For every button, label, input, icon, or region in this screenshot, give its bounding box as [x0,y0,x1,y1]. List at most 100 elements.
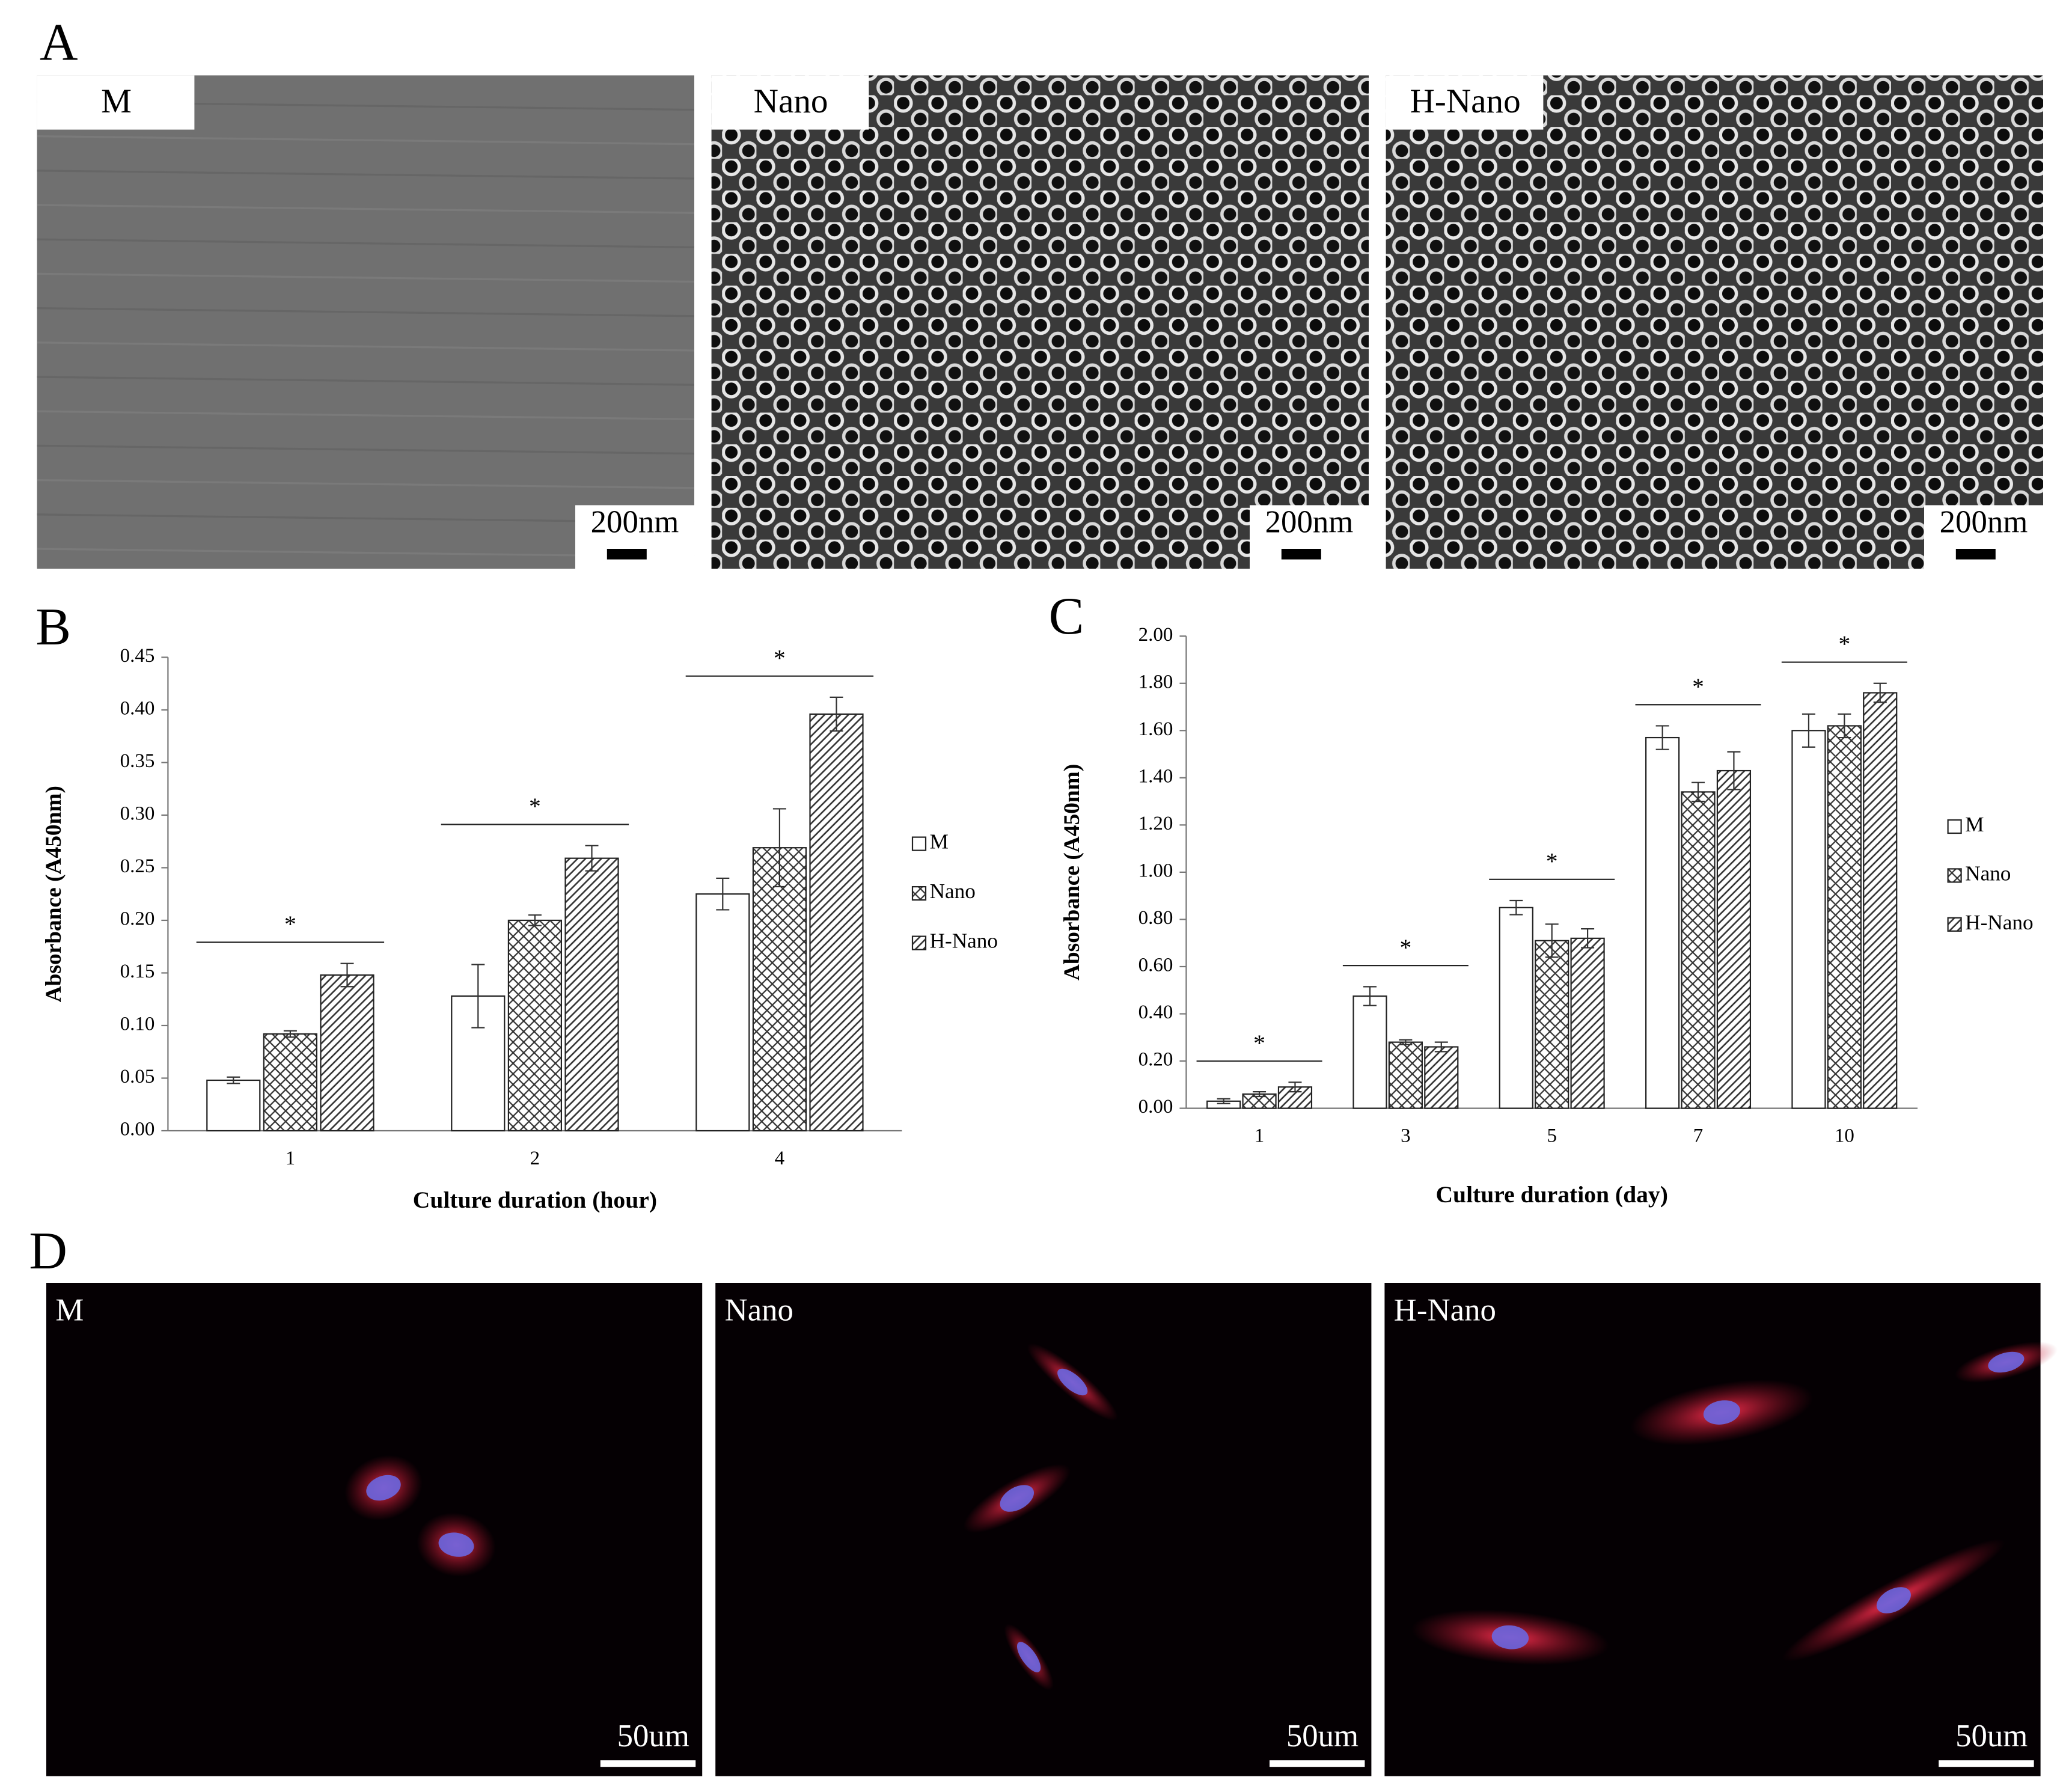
error-bar [1545,923,1559,958]
panel-letter: C [1049,587,1084,646]
panel-letter: A [40,13,78,72]
legend-swatch [1947,819,1962,834]
y-tick-label: 0.25 [120,855,155,877]
y-tick-label: 0.15 [120,961,155,982]
legend-label: H-Nano [930,929,998,953]
scale-bar [1281,549,1321,560]
error-bar [1217,1098,1230,1104]
y-tick-label: 0.60 [1138,955,1173,976]
y-tick-label: 0.20 [120,908,155,930]
image-label: Nano [725,1293,793,1328]
error-bar [716,877,730,911]
scale-label: 200nm [1940,505,2028,540]
error-bar [1288,1081,1302,1093]
fluorescence-image [1384,1283,2041,1776]
bar [263,1033,317,1132]
texture [37,444,695,455]
legend-swatch [911,886,927,901]
error-bar [528,914,542,926]
nucleus [366,1475,401,1501]
error-bar [1873,682,1887,703]
texture [37,170,695,180]
image-label: M [55,1293,84,1328]
label-box [1386,75,1544,130]
nucleus [1000,1485,1035,1512]
y-tick-label: 0.00 [1138,1096,1173,1118]
sem-image [1386,75,2043,569]
x-tick-label: 3 [1401,1125,1411,1147]
legend-label: H-Nano [1965,911,2033,934]
error-bar [1434,1041,1448,1053]
cell [1955,1341,2058,1383]
y-tick-label: 0.20 [1138,1049,1173,1071]
legend-label: M [930,830,949,854]
bar [1645,736,1680,1109]
cell [1630,1379,1814,1446]
bar [507,919,563,1132]
cell [1027,1343,1118,1421]
y-tick-label: 0.10 [120,1014,155,1035]
x-tick-label: 4 [775,1148,785,1169]
x-tick-label: 10 [1835,1125,1854,1147]
scale-label: 200nm [1265,505,1354,540]
texture [37,307,695,317]
legend-label: Nano [930,879,976,903]
error-bar [1727,751,1741,790]
y-tick-label: 1.60 [1138,718,1173,740]
panel-letter: D [29,1222,67,1280]
error-bar [1802,713,1815,748]
bar [1388,1041,1423,1109]
nucleus [1016,1642,1041,1672]
error-bar [1509,899,1523,916]
legend-swatch [911,836,927,851]
error-bar [471,964,485,1029]
cell [417,1512,496,1577]
cell [1411,1609,1609,1665]
scale-bar [600,1760,696,1767]
significance-mark: * [284,911,296,937]
scale-bar [1939,1760,2034,1767]
y-tick-label: 0.80 [1138,907,1173,929]
legend-label: Nano [1965,861,2011,885]
texture [37,238,695,249]
texture [37,272,695,283]
y-tick-label: 0.45 [120,645,155,667]
nucleus [1057,1368,1088,1396]
error-bar [340,962,354,988]
x-tick-label: 2 [530,1148,540,1169]
scale-bar [1955,549,1996,560]
label-box [711,75,869,130]
texture [37,376,695,386]
scale-label: 50um [1955,1719,2028,1754]
scale-bar [1270,1760,1365,1767]
panel-letter: B [35,598,71,656]
image-label: H-Nano [1410,82,1520,120]
legend-swatch [1947,917,1962,932]
bar [809,713,864,1132]
significance-mark: * [529,793,541,819]
bar [1570,937,1605,1109]
error-bar [585,845,599,872]
error-bar [227,1076,240,1084]
nucleus [1703,1400,1740,1425]
y-tick-label: 1.20 [1138,813,1173,834]
x-tick-label: 1 [286,1148,296,1169]
error-bar [772,808,786,888]
error-bar [1581,928,1595,949]
bar [1352,995,1387,1109]
texture [37,410,695,421]
significance-mark: * [1692,673,1704,700]
significance-mark: * [1253,1030,1265,1056]
bar [1424,1046,1459,1109]
bar [320,974,374,1132]
y-tick-label: 0.40 [1138,1002,1173,1023]
significance-mark: * [1838,631,1850,657]
x-axis-label: Culture duration (hour) [413,1187,657,1213]
sem-image [37,75,695,569]
legend-label: M [1965,813,1984,836]
sem-image [711,75,1369,569]
bar [1863,692,1898,1109]
bar [752,847,807,1132]
texture [37,204,695,214]
